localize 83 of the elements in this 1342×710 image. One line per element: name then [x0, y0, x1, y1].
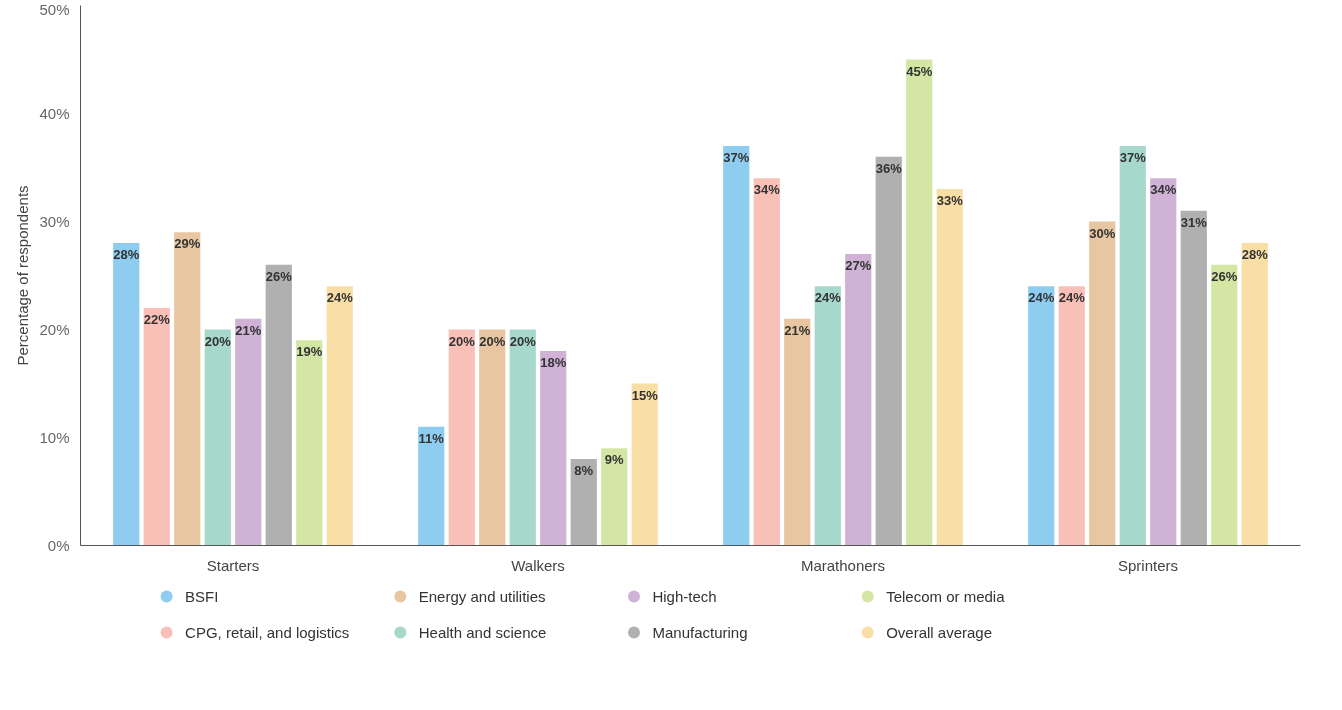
x-tick-label: Sprinters: [1117, 556, 1179, 574]
data-label: 18%: [540, 355, 567, 371]
bar: [113, 243, 140, 546]
legend-label: Health and science: [418, 624, 547, 641]
legend-label: Energy and utilities: [418, 588, 546, 605]
data-label: 28%: [113, 247, 140, 263]
y-tick-label: 30%: [39, 213, 70, 230]
y-tick-label: 20%: [39, 321, 70, 338]
legend-label: High-tech: [652, 588, 717, 605]
bar: [204, 329, 231, 546]
data-label: 20%: [509, 333, 537, 349]
bar: [1058, 286, 1085, 546]
bar: [448, 329, 475, 546]
x-tick-label: Starters: [206, 556, 260, 574]
y-tick-label: 0%: [47, 537, 70, 554]
legend-label: Overall average: [886, 624, 993, 641]
data-label: 11%: [418, 430, 445, 446]
bar: [1241, 243, 1268, 546]
bar: [1119, 145, 1146, 546]
y-tick-label: 50%: [39, 0, 70, 18]
bar: [1089, 221, 1116, 546]
x-tick-label: Walkers: [511, 556, 565, 574]
bar: [1211, 264, 1238, 546]
bar: [814, 286, 841, 546]
data-label: 37%: [723, 149, 750, 165]
bar: [143, 307, 170, 546]
x-tick-label: Marathoners: [800, 556, 886, 574]
data-label: 36%: [875, 160, 903, 176]
data-label: 29%: [174, 236, 201, 252]
data-label: 34%: [753, 182, 781, 198]
data-label: 24%: [814, 290, 842, 306]
legend-label: Manufacturing: [652, 624, 748, 641]
bar: [631, 383, 658, 546]
bar: [906, 59, 933, 546]
bar: [479, 329, 506, 546]
bar: [936, 189, 963, 546]
bar: [723, 145, 750, 546]
y-tick-label: 40%: [39, 105, 70, 122]
data-label: 37%: [1119, 149, 1147, 165]
bar: [540, 351, 567, 546]
data-label: 30%: [1089, 225, 1116, 241]
y-tick-label: 10%: [39, 429, 70, 446]
bar: [1028, 286, 1055, 546]
bar: [1180, 210, 1207, 546]
data-label: 33%: [936, 193, 964, 209]
bar: [174, 232, 201, 546]
bar: [418, 426, 445, 546]
data-label: 21%: [235, 322, 262, 338]
bar: [570, 459, 597, 546]
bar: [235, 318, 262, 546]
data-label: 24%: [1028, 290, 1055, 306]
data-label: 45%: [906, 63, 933, 79]
bar: [601, 448, 628, 546]
data-label: 27%: [845, 257, 872, 273]
data-label: 15%: [631, 387, 659, 403]
bar: [845, 253, 872, 546]
legend-label: Telecom or media: [886, 588, 1006, 605]
data-label: 26%: [265, 268, 293, 284]
data-label: 31%: [1180, 214, 1208, 230]
data-label: 26%: [1211, 268, 1238, 284]
data-label: 24%: [326, 290, 354, 306]
data-label: 20%: [204, 333, 232, 349]
bar: [784, 318, 811, 546]
bar: [296, 340, 323, 546]
legend-label: CPG, retail, and logistics: [185, 624, 350, 641]
bar: [1150, 178, 1177, 546]
y-axis-title: Percentage of respondents: [14, 185, 32, 366]
data-label: 8%: [574, 463, 594, 479]
legend-label: BSFI: [185, 588, 219, 605]
bar: [509, 329, 536, 546]
data-label: 9%: [604, 452, 625, 468]
bar: [265, 264, 292, 546]
data-label: 21%: [784, 322, 811, 338]
data-label: 24%: [1058, 290, 1086, 306]
data-label: 20%: [448, 333, 476, 349]
data-label: 22%: [143, 311, 171, 327]
data-label: 28%: [1241, 247, 1269, 263]
data-label: 34%: [1150, 182, 1177, 198]
data-label: 19%: [296, 344, 323, 360]
bar: [753, 178, 780, 546]
data-label: 20%: [479, 333, 506, 349]
bar: [875, 156, 902, 546]
bar: [326, 286, 353, 546]
